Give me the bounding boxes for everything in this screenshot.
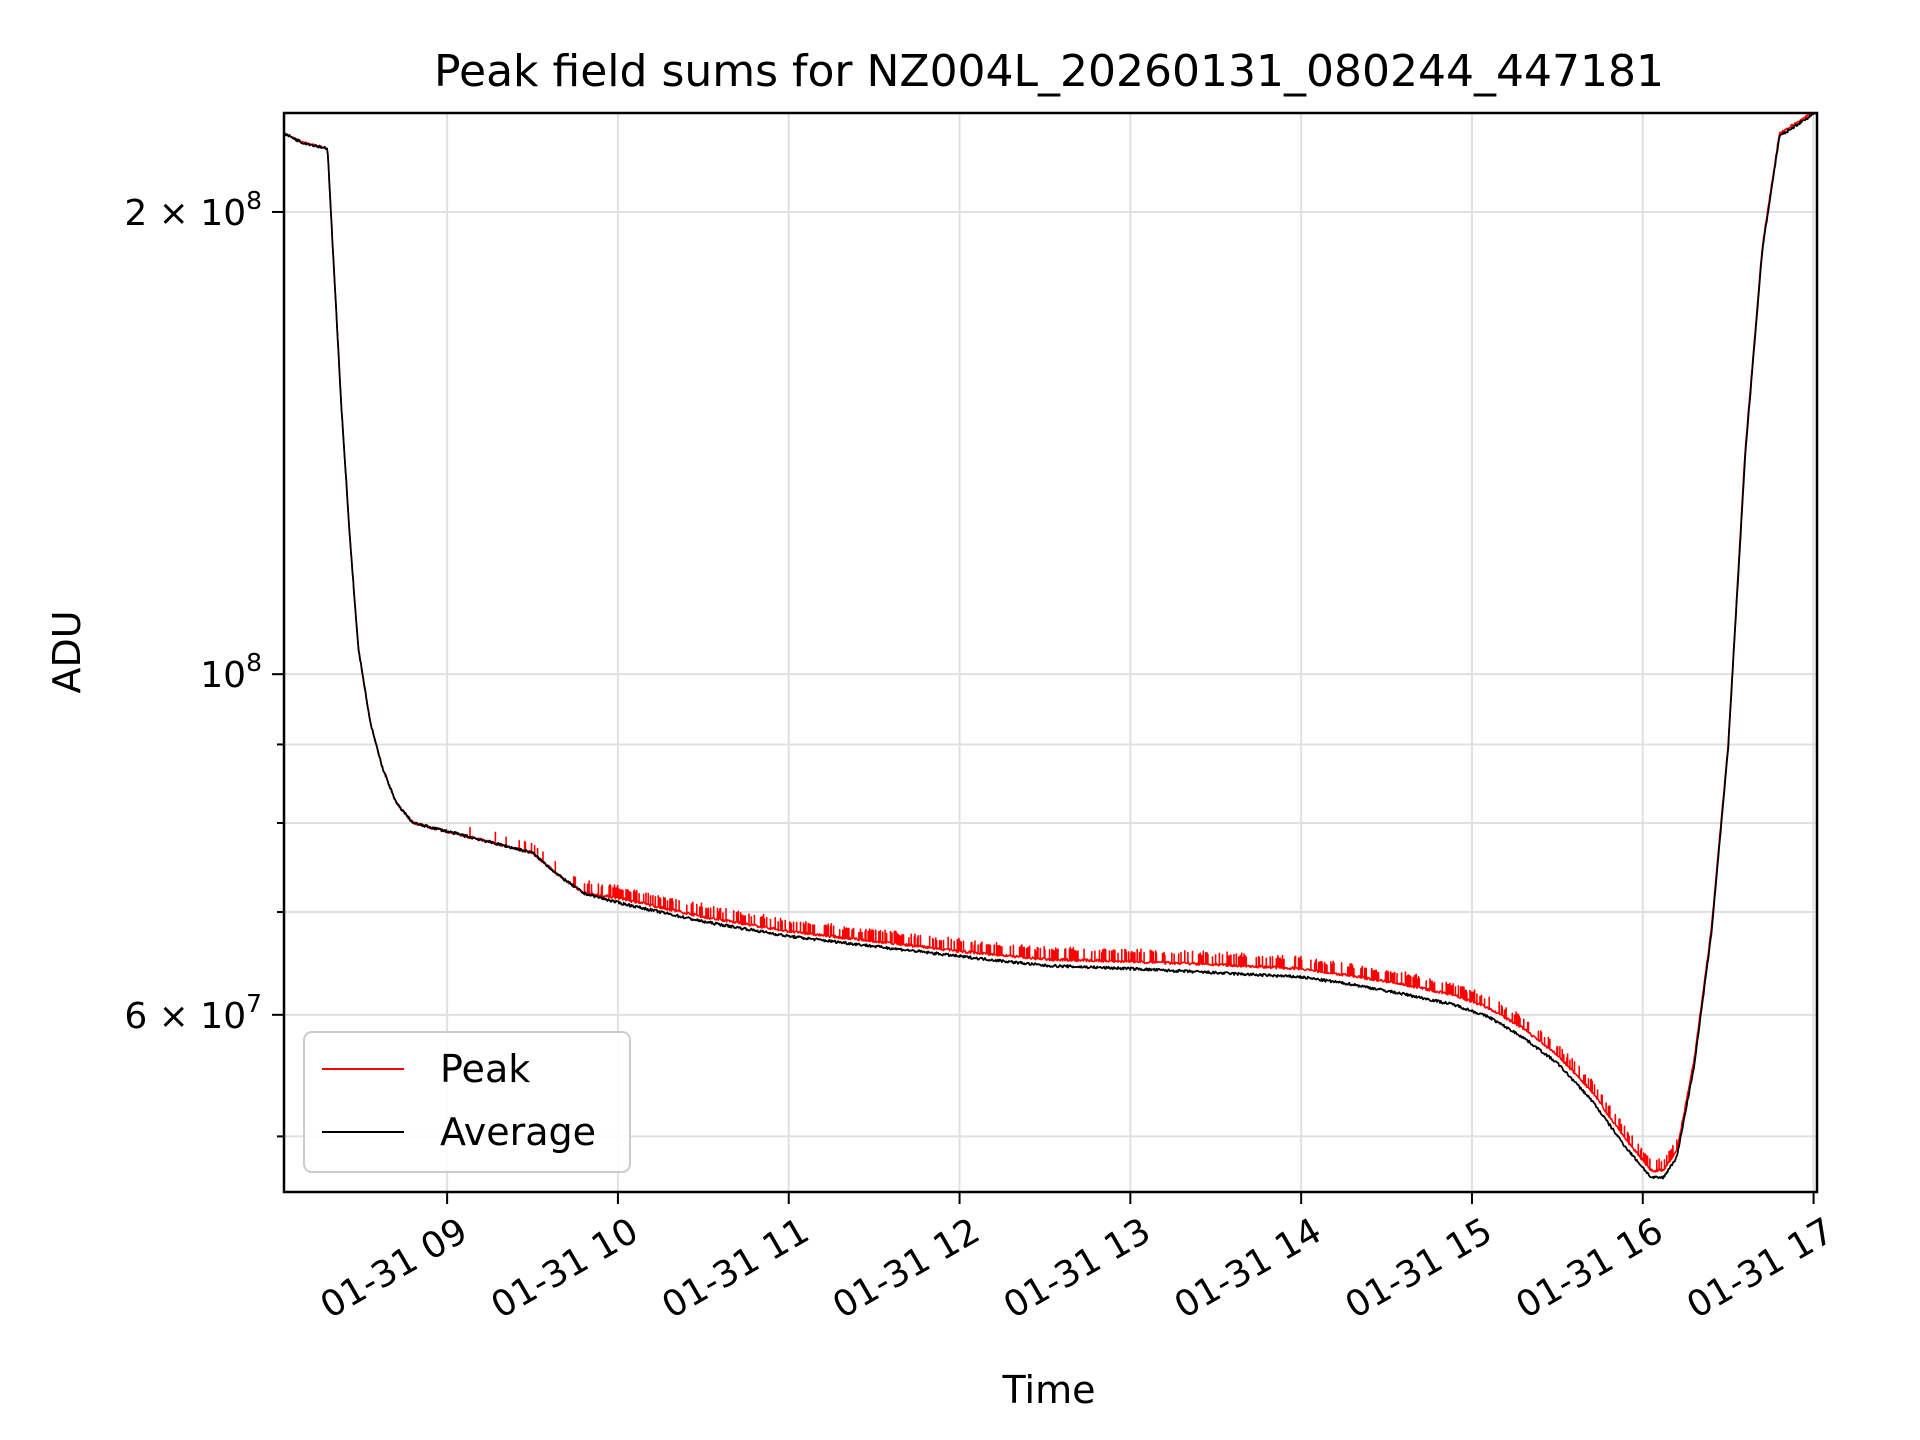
series-line-average bbox=[284, 113, 1817, 1180]
plot-frame bbox=[282, 111, 1819, 1194]
legend: Peak Average bbox=[303, 1031, 631, 1173]
y-axis: 2 × 108 108 6 × 107 bbox=[124, 186, 284, 1138]
legend-label-peak: Peak bbox=[440, 1047, 530, 1091]
y-tick-label: 6 × 107 bbox=[124, 989, 262, 1037]
legend-box bbox=[303, 1031, 631, 1173]
y-tick-label: 108 bbox=[200, 648, 262, 696]
y-axis-label: ADU bbox=[45, 610, 89, 693]
series-line-peak bbox=[284, 113, 1816, 1173]
legend-label-average: Average bbox=[440, 1110, 596, 1154]
x-axis-label: Time bbox=[1002, 1368, 1096, 1412]
chart-title: Peak field sums for NZ004L_20260131_0802… bbox=[434, 46, 1664, 97]
series-layer bbox=[284, 113, 1817, 1180]
y-tick-label: 2 × 108 bbox=[124, 186, 262, 234]
grid bbox=[284, 113, 1817, 1192]
